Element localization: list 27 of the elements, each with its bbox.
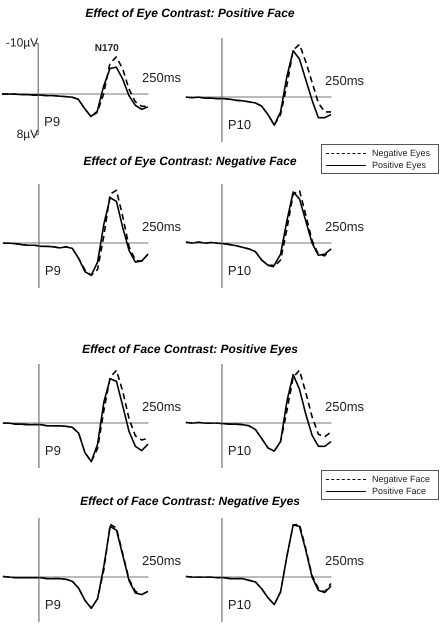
annotation: 250ms [325,399,365,414]
text: Effect of Eye Contrast: Negative Face [82,154,298,168]
legend-label: Negative Eyes [372,148,430,158]
y-tick-label: -10µV [6,36,38,50]
annotation: P10 [228,263,252,278]
annotation: 250ms [325,553,365,568]
annotation: P10 [228,443,252,458]
annotation: P9 [44,597,61,612]
annotation: P10 [228,117,252,132]
annotation: 250ms [325,73,365,88]
legend-label: Negative Face [372,474,430,484]
annotation: 250ms [142,70,182,86]
annotation: P9 [44,263,61,278]
annotation: 250ms [325,219,365,234]
annotation: P10 [228,597,252,612]
y-tick-label: 8µV [16,127,38,142]
annotation: 250ms [142,553,182,568]
annotation: P9 [44,114,60,130]
legend-label: Positive Face [372,486,426,496]
text: Effect of Eye Contrast: Positive Face [84,6,296,20]
annotation: 250ms [142,399,182,414]
text: Effect of Face Contrast: Positive Eyes [81,342,299,356]
text: Effect of Face Contrast: Negative Eyes [79,494,301,508]
annotation: N170 [94,43,120,54]
legend-label: Positive Eyes [372,160,426,170]
annotation: P9 [44,443,61,458]
annotation: 250ms [142,219,182,234]
